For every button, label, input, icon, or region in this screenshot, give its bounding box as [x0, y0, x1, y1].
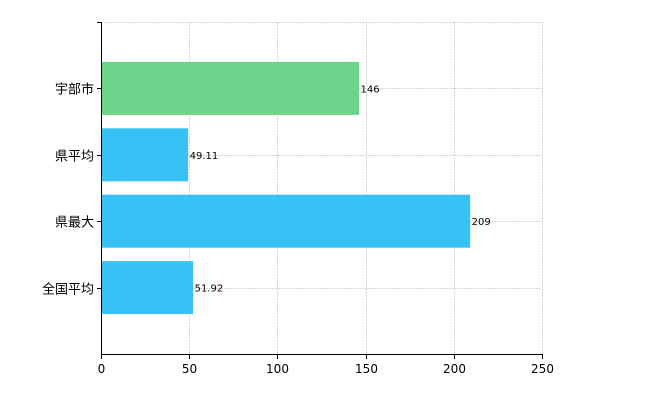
x-tick-label: 0 — [98, 362, 106, 376]
x-tick-label: 250 — [531, 362, 554, 376]
y-tick-label: 県最大 — [55, 216, 94, 231]
x-tick-label: 50 — [182, 362, 197, 376]
bar-3 — [101, 194, 471, 248]
x-tick-label: 150 — [355, 362, 378, 376]
bar-2 — [101, 128, 189, 182]
x-tick-label: 200 — [443, 362, 466, 376]
bar-1 — [101, 61, 360, 115]
y-tick-label: 宇部市 — [55, 82, 94, 98]
bar-4 — [101, 261, 194, 315]
data-label: 51.92 — [195, 284, 224, 295]
axes — [97, 22, 543, 359]
bars — [101, 61, 471, 315]
x-tick-label: 100 — [266, 362, 289, 376]
data-label: 209 — [472, 217, 491, 228]
y-tick-label: 県平均 — [55, 150, 94, 165]
data-label: 146 — [361, 84, 380, 95]
y-tick-label: 全国平均 — [42, 282, 94, 298]
data-label: 49.11 — [190, 151, 219, 162]
